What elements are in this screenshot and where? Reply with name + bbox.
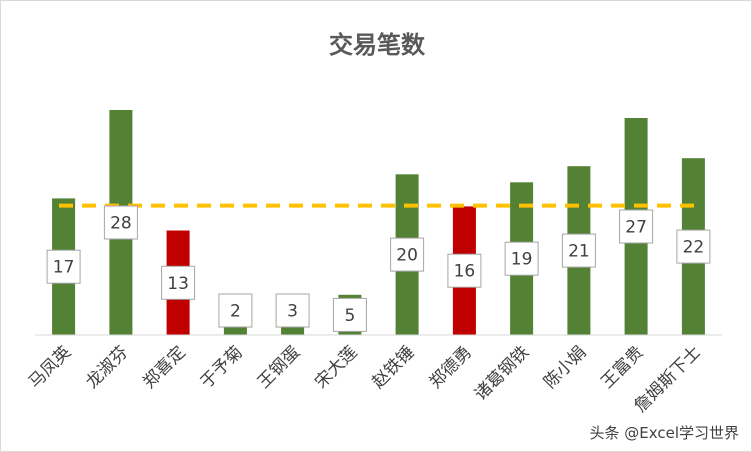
watermark-text: 头条 @Excel学习世界 [589,424,739,442]
data-label-value-9: 21 [568,242,590,262]
category-label-1: 龙淑芬 [82,342,132,392]
data-label-2: 13 [161,265,196,300]
data-label-9: 21 [561,233,596,268]
data-label-box-9 [561,233,596,268]
data-label-box-5 [332,297,367,332]
data-label-value-7: 16 [454,262,476,282]
data-label-value-0: 17 [53,258,75,278]
data-label-6: 20 [390,237,425,272]
category-label-2: 郑喜定 [139,342,189,392]
data-label-value-8: 19 [511,250,533,270]
category-label-6: 赵铁锤 [368,342,418,392]
data-label-4: 3 [275,293,310,328]
data-label-value-10: 27 [625,218,647,238]
data-label-10: 27 [619,209,654,244]
data-label-1: 28 [103,205,138,240]
category-label-3: 于予菊 [197,342,247,392]
data-label-value-5: 5 [344,306,355,326]
data-label-box-11 [676,229,711,264]
data-label-8: 19 [504,241,539,276]
data-label-box-0 [46,249,81,284]
data-label-box-6 [390,237,425,272]
category-label-5: 宋大莲 [311,342,361,392]
data-label-value-2: 13 [167,274,189,294]
data-label-value-6: 20 [396,246,418,266]
category-label-4: 王钢蛋 [254,342,304,392]
data-label-5: 5 [332,297,367,332]
data-label-11: 22 [676,229,711,264]
chart-title: 交易笔数 [329,31,426,59]
data-label-value-1: 28 [110,214,132,234]
data-label-0: 17 [46,249,81,284]
data-label-3: 2 [218,293,253,328]
category-label-7: 郑德勇 [426,342,476,392]
data-label-7: 16 [447,253,482,288]
data-label-box-1 [103,205,138,240]
data-label-value-3: 2 [230,302,241,322]
data-label-box-7 [447,253,482,288]
data-label-box-10 [619,209,654,244]
data-label-box-4 [275,293,310,328]
category-label-10: 王富贵 [597,342,647,392]
data-label-box-2 [161,265,196,300]
data-labels-layer: 17 28 13 2 3 5 20 16 19 21 27 22 [46,205,711,332]
data-label-value-11: 22 [683,238,705,258]
bars-layer [52,110,705,335]
category-label-8: 诸葛钢铁 [471,342,533,404]
data-label-box-8 [504,241,539,276]
category-label-9: 陈小娟 [540,342,590,392]
category-label-0: 马凤英 [25,342,75,392]
data-label-value-4: 3 [287,302,298,322]
data-label-box-3 [218,293,253,328]
